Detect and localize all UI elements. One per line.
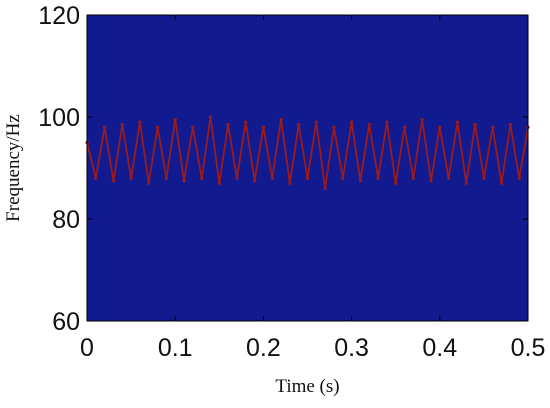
y-tick-label: 100: [38, 104, 80, 132]
ridge-markers: [85, 115, 530, 190]
ridge-point: [402, 125, 407, 129]
x-tick-label: 0.4: [422, 334, 457, 362]
ridge-point: [235, 176, 239, 180]
ridge-point: [261, 125, 265, 129]
y-tick-label: 80: [52, 206, 80, 234]
ridge-point: [288, 181, 292, 185]
ridge-point: [182, 179, 186, 183]
ridge-point: [270, 176, 274, 180]
ridge-point: [173, 118, 177, 122]
ridge-point: [385, 120, 389, 124]
x-tick-label: 0.1: [158, 334, 193, 362]
ridge-point: [491, 125, 495, 129]
ridge-point: [517, 176, 521, 180]
ridge-point: [323, 186, 327, 190]
plot-frame: [86, 14, 529, 322]
ridge-point: [341, 176, 345, 180]
plot-background: [87, 15, 528, 321]
ridge-point: [129, 176, 133, 180]
ridge-point: [103, 125, 107, 129]
ridge-point: [138, 120, 142, 124]
ridge-point: [367, 123, 371, 127]
ridge-point: [332, 125, 336, 129]
ridge-point: [164, 176, 168, 180]
ridge-point: [438, 125, 442, 129]
ridge-point: [120, 123, 124, 127]
ridge-point: [429, 179, 433, 183]
ridge-point: [147, 181, 151, 185]
ridge-point: [314, 120, 318, 124]
y-axis-label: Frequency/Hz: [3, 114, 24, 222]
x-tick-label: 0.3: [334, 334, 369, 362]
ridge-point: [358, 179, 362, 183]
ridge-point: [253, 179, 257, 183]
ridge-point: [350, 120, 354, 124]
ridge-point: [111, 179, 116, 183]
ridge-point: [411, 176, 415, 180]
ridge-point: [156, 125, 160, 129]
x-tick-label: 0: [80, 334, 94, 362]
ridge-point: [226, 123, 230, 127]
x-axis-label: Time (s): [275, 376, 339, 397]
ridge-point: [482, 176, 486, 180]
ridge-point: [244, 120, 248, 124]
ridge-point: [94, 176, 98, 180]
ridge-point: [279, 118, 283, 122]
ridge-point: [208, 115, 213, 119]
ridge-point: [217, 181, 221, 185]
ridge-point: [297, 123, 301, 127]
ridge-point: [455, 120, 459, 124]
ridge-point: [305, 176, 310, 180]
ridge-point: [508, 123, 512, 127]
ridge-point: [394, 181, 398, 185]
y-axis-ticks: 60 80 100 120: [38, 2, 528, 336]
x-tick-label: 0.5: [511, 334, 546, 362]
x-axis-ticks: 0 0.1 0.2 0.3 0.4 0.5: [80, 15, 545, 362]
y-tick-label: 120: [38, 2, 80, 30]
ridge-point: [200, 176, 204, 180]
ridge-point: [420, 118, 424, 122]
ridge-point: [191, 125, 195, 129]
y-tick-label: 60: [52, 308, 80, 336]
ridge-point: [376, 176, 380, 180]
ridge-point: [464, 181, 468, 185]
x-tick-label: 0.2: [246, 334, 281, 362]
ridge-point: [447, 176, 451, 180]
ridge-point: [499, 181, 504, 185]
ridge-point: [473, 123, 477, 127]
